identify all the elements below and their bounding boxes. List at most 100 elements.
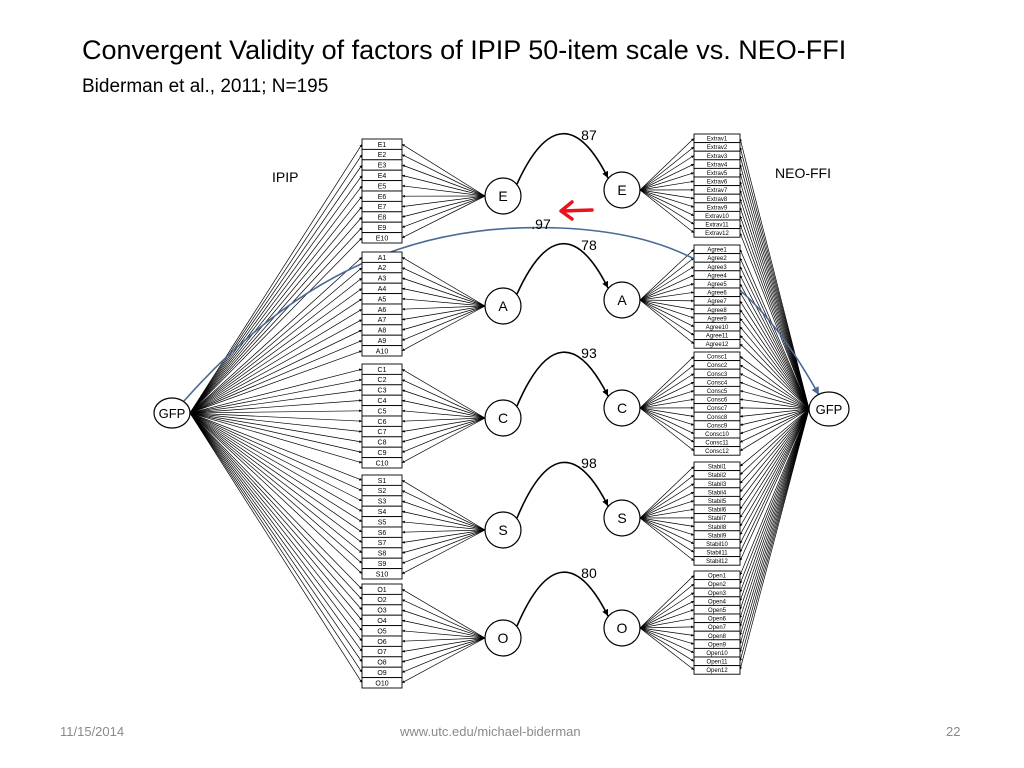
neo-gfp-node xyxy=(808,391,850,427)
neo-item-label: Agree11 xyxy=(706,334,729,340)
factor-loading-arrow xyxy=(639,517,695,553)
gfp-loading-arrow xyxy=(189,144,363,414)
factor-loading-arrow xyxy=(639,600,695,629)
neo-item-label: Stabil5 xyxy=(708,499,727,505)
factor-loading-arrow xyxy=(639,299,695,311)
neo-item-label: Agree8 xyxy=(707,308,727,314)
factor-loading-arrow xyxy=(639,189,695,208)
gfp-loading-arrow xyxy=(189,412,363,512)
gfp-loading-arrow xyxy=(739,224,810,410)
factor-loading-arrow xyxy=(401,164,486,197)
gfp-loading-arrow xyxy=(189,412,363,663)
factor-loading-arrow xyxy=(639,390,695,409)
factor-loading-arrow xyxy=(401,195,486,208)
factor-loading-arrow xyxy=(401,520,486,531)
neo-factor-a xyxy=(603,281,641,319)
factor-loading-arrow xyxy=(401,305,486,341)
slide-title: Convergent Validity of factors of IPIP 5… xyxy=(82,35,847,65)
ipip-item-box xyxy=(361,568,403,580)
neo-item-label: Open2 xyxy=(708,582,727,588)
neo-item-label: Consc12 xyxy=(705,449,729,455)
ipip-item-box xyxy=(361,345,403,357)
ipip-item-label: S4 xyxy=(378,509,387,516)
factor-loading-arrow xyxy=(401,529,486,534)
gfp-loading-arrow xyxy=(739,181,810,410)
gfp-loading-arrow xyxy=(739,408,810,536)
factor-loading-arrow xyxy=(639,189,695,217)
gfp-loading-arrow xyxy=(739,408,810,418)
factor-loading-arrow xyxy=(639,291,695,301)
factor-loading-arrow xyxy=(401,417,486,453)
ipip-item-label: C3 xyxy=(378,388,387,395)
factor-loading-arrow xyxy=(401,619,486,639)
neo-item-label: Consc5 xyxy=(707,389,728,395)
factor-loading-arrow xyxy=(401,637,486,643)
neo-item-label: Open6 xyxy=(708,617,727,623)
gfp-loading-arrow xyxy=(739,408,810,553)
gfp-loading-arrow xyxy=(189,277,363,414)
gfp-loading-arrow xyxy=(189,412,363,454)
factor-loading-arrow xyxy=(401,629,486,639)
neo-item-label: Extrav4 xyxy=(707,162,728,168)
gfp-loading-arrow xyxy=(739,408,810,610)
factor-loading-arrow xyxy=(639,592,695,629)
gfp-loading-arrow xyxy=(739,406,810,410)
factor-loading-arrow xyxy=(401,529,486,544)
gfp-loading-arrow xyxy=(739,408,810,452)
ipip-item-label: E1 xyxy=(378,142,387,149)
ipip-item-label: S6 xyxy=(378,530,387,537)
gfp-loading-arrow xyxy=(739,146,810,410)
factor-loading-arrow xyxy=(401,637,486,673)
factor-loading-arrow xyxy=(401,500,486,531)
ipip-item-label: E8 xyxy=(378,215,387,222)
factor-loading-arrow xyxy=(639,146,695,191)
neo-item-label: Consc10 xyxy=(705,432,729,438)
gfp-loading-arrow xyxy=(189,412,363,543)
gfp-loading-arrow xyxy=(189,412,363,621)
gfp-loading-arrow xyxy=(189,329,363,414)
factor-loading-arrow xyxy=(639,373,695,409)
factor-loading-arrow xyxy=(639,274,695,301)
neo-item-label: Extrav5 xyxy=(707,171,728,177)
neo-item-label: Stabil2 xyxy=(708,473,727,479)
gfp-loading-arrow xyxy=(739,408,810,493)
factor-loading-arrow xyxy=(401,379,486,419)
gfp-loading-arrow xyxy=(739,309,810,410)
ipip-factor-o xyxy=(484,619,522,657)
gfp-loading-arrow xyxy=(189,412,363,554)
gfp-loading-arrow xyxy=(739,408,810,653)
neo-item-label: Open5 xyxy=(708,608,727,614)
neo-item-label: Stabil10 xyxy=(706,542,728,548)
factor-loading-arrow xyxy=(401,267,486,307)
gfp-loading-arrow xyxy=(739,408,810,519)
factor-loading-arrow xyxy=(639,381,695,409)
factor-loading-arrow xyxy=(401,417,486,433)
factor-loading-arrow xyxy=(639,491,695,519)
neo-item-label: Stabil3 xyxy=(708,482,727,488)
ipip-item-label: O8 xyxy=(377,660,386,667)
factor-loading-arrow xyxy=(639,627,695,645)
factor-loading-arrow xyxy=(639,627,695,671)
gfp-loading-arrow xyxy=(739,390,810,410)
ipip-item-label: O1 xyxy=(377,587,386,594)
neo-item-label: Extrav2 xyxy=(707,145,728,151)
neo-item-label: Consc6 xyxy=(707,398,728,404)
ipip-item-label: E9 xyxy=(378,225,387,232)
ipip-factor-label: S xyxy=(498,522,507,538)
neo-item-box xyxy=(693,556,741,566)
ipip-factor-label: E xyxy=(498,188,507,204)
ipip-item-label: E5 xyxy=(378,183,387,190)
neo-item-label: Open1 xyxy=(708,574,727,580)
ipip-item-label: S3 xyxy=(378,499,387,506)
ipip-item-label: A1 xyxy=(378,255,387,262)
ipip-factor-e xyxy=(484,177,522,215)
gfp-loading-arrow xyxy=(189,412,363,423)
factor-loading-arrow xyxy=(401,588,486,639)
neo-factor-label: A xyxy=(617,292,627,308)
ipip-item-label: E7 xyxy=(378,204,387,211)
neo-factor-label: S xyxy=(617,510,626,526)
factor-loading-arrow xyxy=(401,195,486,239)
neo-item-label: Open7 xyxy=(708,625,727,631)
factor-loading-arrow xyxy=(401,529,486,575)
neo-factor-s xyxy=(603,499,641,537)
